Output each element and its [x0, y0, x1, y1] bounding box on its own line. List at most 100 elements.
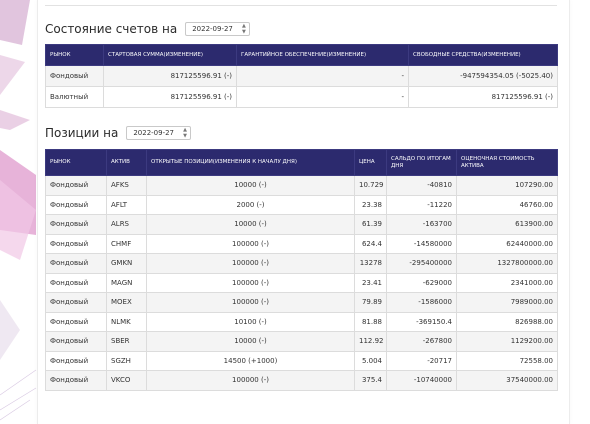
cell-saldo: -20717	[386, 350, 457, 371]
cell-asset: ALRS	[106, 214, 147, 235]
cell-open: 10000 (-)	[146, 331, 355, 352]
cell-asset: AFLT	[106, 194, 147, 215]
cell-market: Фондовый	[45, 194, 107, 215]
cell-open: 10000 (-)	[146, 175, 355, 196]
cell-open: 14500 (+1000)	[146, 350, 355, 371]
cell-price: 375.4	[354, 370, 387, 391]
accounts-table: Рынок Стартовая сумма(изменение) Гаранти…	[45, 44, 558, 108]
cell-open: 100000 (-)	[146, 233, 355, 254]
cell-asset: VKCO	[106, 370, 147, 391]
cell-price: 13278	[354, 253, 387, 274]
cell-value: 1129200.00	[456, 331, 558, 352]
cell-value: 826988.00	[456, 311, 558, 332]
col-value: Оценочная стоимость актива	[456, 149, 558, 176]
cell-market: Фондовый	[45, 175, 107, 196]
cell-guarantee: -	[236, 86, 409, 108]
cell-saldo: -163700	[386, 214, 457, 235]
table-row: Фондовый AFLT 2000 (-) 23.38 -11220 46760.00	[45, 194, 558, 215]
table-row: Фондовый NLMK 10100 (-) 81.88 -369150.4 82698…	[45, 311, 558, 332]
cell-saldo: -295400000	[386, 253, 457, 274]
cell-open: 10000 (-)	[146, 214, 355, 235]
table-row: Валютный 817125596.91 (-) - 817125596.91…	[45, 86, 558, 108]
table-row: Фондовый CHMF 100000 (-) 624.4 -14580000 6244…	[45, 233, 558, 254]
cell-value: 2341000.00	[456, 272, 558, 293]
cell-asset: CHMF	[106, 233, 147, 254]
cell-open: 100000 (-)	[146, 253, 355, 274]
table-row: Фондовый SBER 10000 (-) 112.92 -267800 112920…	[45, 331, 558, 352]
cell-start: 817125596.91 (-)	[103, 86, 237, 108]
cell-saldo: -40810	[386, 175, 457, 196]
col-market: Рынок	[45, 44, 104, 66]
cell-asset: MOEX	[106, 292, 147, 313]
cell-saldo: -10740000	[386, 370, 457, 391]
cell-price: 81.88	[354, 311, 387, 332]
cell-saldo: -369150.4	[386, 311, 457, 332]
cell-market: Фондовый	[45, 233, 107, 254]
updown-chevron-icon: ▲ ▼	[242, 23, 246, 35]
cell-value: 37540000.00	[456, 370, 558, 391]
cell-saldo: -14580000	[386, 233, 457, 254]
positions-title: Позиции на	[45, 126, 119, 140]
cell-open: 100000 (-)	[146, 370, 355, 391]
cell-saldo: -267800	[386, 331, 457, 352]
table-row: Фондовый SGZH 14500 (+1000) 5.004 -20717 7255…	[45, 350, 558, 371]
cell-asset: MAGN	[106, 272, 147, 293]
table-row: Фондовый MOEX 100000 (-) 79.89 -1586000 79890…	[45, 292, 558, 313]
col-saldo: Сальдо по итогам дня	[386, 149, 457, 176]
table-row: Фондовый AFKS 10000 (-) 10.729 -40810 107290.…	[45, 175, 558, 196]
col-open-positions: Открытые позиции(изменения к началу дня)	[146, 149, 355, 176]
cell-market: Фондовый	[45, 272, 107, 293]
positions-table: Рынок Актив Открытые позиции(изменения к…	[45, 149, 558, 391]
cell-market: Фондовый	[45, 331, 107, 352]
cell-asset: SBER	[106, 331, 147, 352]
table-row: Фондовый GMKN 100000 (-) 13278 -295400000 132…	[45, 253, 558, 274]
col-price: Цена	[354, 149, 387, 176]
cell-price: 10.729	[354, 175, 387, 196]
cell-market: Фондовый	[45, 65, 104, 87]
cell-start: 817125596.91 (-)	[103, 65, 237, 87]
cell-market: Фондовый	[45, 292, 107, 313]
cell-open: 100000 (-)	[146, 272, 355, 293]
cell-asset: GMKN	[106, 253, 147, 274]
positions-body: Фондовый AFKS 10000 (-) 10.729 -40810 107290.…	[45, 175, 558, 391]
cell-value: 46760.00	[456, 194, 558, 215]
cell-open: 10100 (-)	[146, 311, 355, 332]
accounts-date-value: 2022-09-27	[192, 25, 233, 33]
cell-price: 61.39	[354, 214, 387, 235]
table-row: Фондовый ALRS 10000 (-) 61.39 -163700 613900.…	[45, 214, 558, 235]
col-market: Рынок	[45, 149, 107, 176]
positions-date-select[interactable]: 2022-09-27 ▲ ▼	[126, 126, 192, 140]
table-row: Фондовый 817125596.91 (-) - -947594354.0…	[45, 65, 558, 87]
col-free-funds: Свободные средства(изменение)	[408, 44, 558, 66]
col-guarantee: Гарантийное обеспечение(изменение)	[236, 44, 409, 66]
cell-value: 7989000.00	[456, 292, 558, 313]
accounts-header: Состояние счетов на 2022-09-27 ▲ ▼	[45, 22, 250, 36]
cell-free: 817125596.91 (-)	[408, 86, 558, 108]
col-asset: Актив	[106, 149, 147, 176]
cell-price: 624.4	[354, 233, 387, 254]
cell-value: 107290.00	[456, 175, 558, 196]
table-header-row: Рынок Актив Открытые позиции(изменения к…	[45, 149, 558, 176]
positions-header: Позиции на 2022-09-27 ▲ ▼	[45, 126, 192, 140]
col-start-sum: Стартовая сумма(изменение)	[103, 44, 237, 66]
cell-price: 112.92	[354, 331, 387, 352]
cell-value: 72558.00	[456, 350, 558, 371]
cell-market: Фондовый	[45, 214, 107, 235]
table-row: Фондовый VKCO 100000 (-) 375.4 -10740000 3754…	[45, 370, 558, 391]
table-row: Фондовый MAGN 100000 (-) 23.41 -629000 234100…	[45, 272, 558, 293]
divider	[45, 5, 557, 6]
accounts-title: Состояние счетов на	[45, 22, 178, 36]
table-header-row: Рынок Стартовая сумма(изменение) Гаранти…	[45, 44, 558, 66]
cell-asset: SGZH	[106, 350, 147, 371]
cell-price: 23.41	[354, 272, 387, 293]
cell-saldo: -1586000	[386, 292, 457, 313]
cell-saldo: -629000	[386, 272, 457, 293]
cell-open: 100000 (-)	[146, 292, 355, 313]
cell-guarantee: -	[236, 65, 409, 87]
accounts-date-select[interactable]: 2022-09-27 ▲ ▼	[185, 22, 250, 36]
cell-market: Фондовый	[45, 311, 107, 332]
cell-price: 5.004	[354, 350, 387, 371]
cell-market: Фондовый	[45, 370, 107, 391]
cell-market: Валютный	[45, 86, 104, 108]
